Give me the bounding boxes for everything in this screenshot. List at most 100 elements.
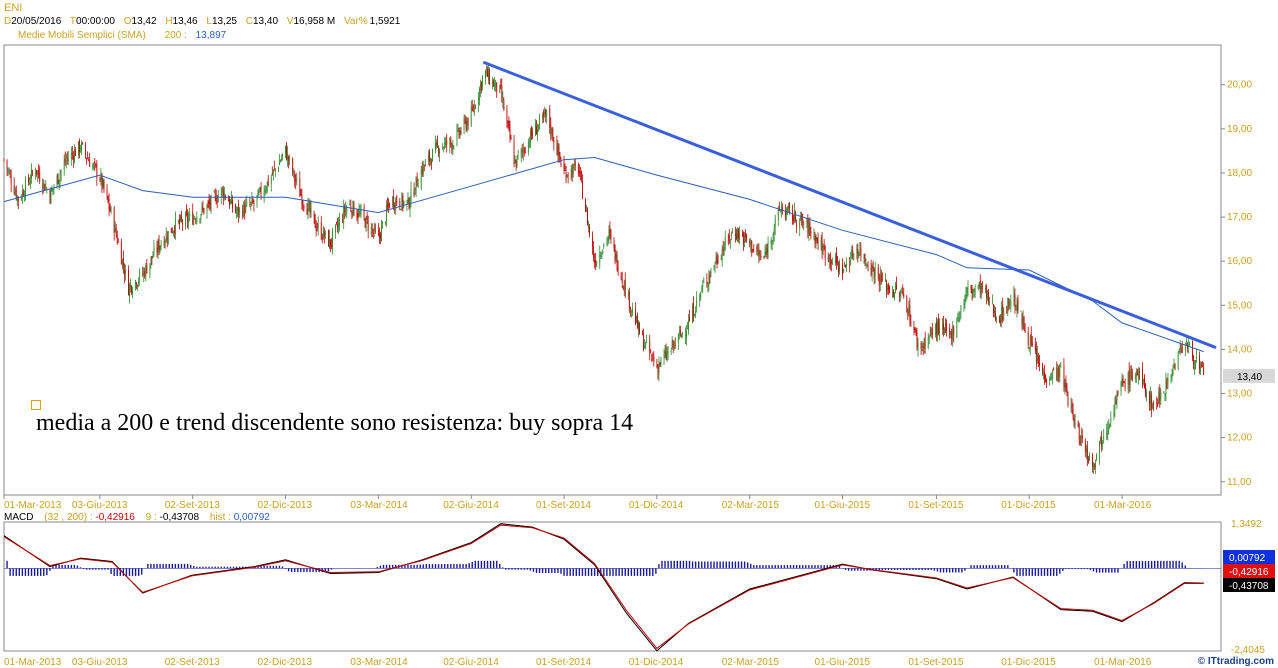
candle-body — [466, 121, 468, 131]
candle-body — [1064, 383, 1066, 388]
annotation-text: media a 200 e trend discendente sono res… — [36, 410, 634, 436]
var-value: 1,5921 — [369, 16, 401, 27]
candle-body — [731, 233, 733, 234]
candle-body — [878, 276, 880, 286]
candle-body — [164, 241, 166, 244]
macd-date-tick-label: 01-Giu-2015 — [815, 657, 871, 668]
candle-body — [360, 209, 362, 214]
candle-body — [89, 159, 91, 167]
candle-body — [1006, 305, 1008, 313]
candle-body — [351, 211, 353, 216]
candle-body — [382, 221, 383, 224]
candle-body — [207, 202, 209, 204]
candle-body — [1174, 364, 1176, 369]
price-y-tick-label: 15,00 — [1227, 300, 1252, 311]
candle-body — [586, 210, 587, 211]
candle-body — [331, 244, 332, 246]
candle-body — [6, 159, 8, 170]
candle-body — [17, 196, 19, 202]
candle-body — [430, 158, 431, 163]
candle-body — [614, 244, 616, 261]
date-tick-label: 02-Mar-2015 — [722, 500, 780, 511]
candle-body — [560, 162, 562, 166]
candle-body — [777, 207, 779, 221]
macd-date-tick-label: 03-Giu-2013 — [72, 657, 128, 668]
candle-body — [692, 306, 693, 323]
candle-body — [332, 231, 333, 248]
candle-body — [756, 245, 758, 252]
candle-body — [587, 208, 588, 226]
candle-body — [896, 284, 898, 290]
candle-body — [721, 249, 723, 259]
candle-body — [527, 140, 529, 153]
candle-body — [124, 269, 126, 274]
candle-body — [960, 305, 962, 314]
candle-body — [660, 357, 662, 365]
candle-body — [158, 239, 160, 251]
candle-body — [550, 124, 552, 135]
macd-date-tick-label: 01-Set-2015 — [908, 657, 963, 668]
candle-body — [1184, 347, 1186, 351]
price-y-tick-label: 17,00 — [1227, 212, 1252, 223]
candle-body — [737, 229, 738, 239]
candle-body — [132, 290, 133, 294]
candle-body — [310, 207, 312, 214]
candle-body — [95, 163, 97, 167]
candle-body — [173, 230, 175, 234]
candle-body — [75, 149, 76, 156]
candle-body — [196, 216, 198, 224]
candle-body — [1046, 379, 1047, 383]
candle-body — [21, 190, 23, 199]
candle-body — [828, 255, 830, 262]
candle-body — [288, 156, 290, 162]
high-value: 13,46 — [172, 16, 198, 27]
candle-body — [889, 287, 890, 294]
date-tick-label: 03-Mar-2014 — [350, 500, 408, 511]
candle-body — [645, 341, 647, 348]
candle-body — [144, 270, 146, 277]
macd-hist-tag-label: 0,00792 — [1229, 553, 1266, 564]
candle-body — [1128, 369, 1130, 386]
macd-date-tick-label: 02-Set-2013 — [165, 657, 220, 668]
candle-body — [899, 292, 901, 297]
candle-body — [1057, 368, 1059, 382]
candle-body — [971, 286, 973, 294]
macd-date-tick-label: 01-Set-2014 — [536, 657, 591, 668]
candle-body — [101, 173, 103, 188]
candle-body — [781, 206, 783, 211]
candle-body — [367, 221, 369, 232]
candle-body — [639, 323, 640, 335]
candle-body — [1010, 301, 1012, 306]
candle-body — [557, 146, 559, 155]
candle-body — [1066, 387, 1068, 394]
candle-body — [1187, 345, 1189, 347]
candle-body — [688, 320, 689, 331]
signal-key: 9 : — [145, 512, 157, 523]
candle-body — [36, 169, 38, 175]
candle-body — [558, 144, 560, 156]
candle-body — [672, 340, 674, 348]
macd-signal-line — [3, 524, 1204, 650]
candle-body — [730, 232, 732, 236]
candle-body — [159, 245, 161, 250]
low-value: 13,25 — [211, 16, 237, 27]
candle-body — [930, 328, 932, 336]
candle-body — [796, 222, 798, 227]
candle-body — [396, 196, 398, 204]
candle-body — [380, 234, 381, 239]
candle-body — [415, 176, 417, 191]
candle-body — [831, 261, 833, 265]
macd-axis-top-label: 1,3492 — [1231, 519, 1262, 530]
candle-body — [965, 294, 967, 297]
candle-body — [542, 114, 544, 120]
candle-body — [1144, 377, 1145, 388]
candle-body — [274, 168, 276, 170]
candle-body — [1031, 342, 1033, 346]
sma-legend: Medie Mobili Semplici (SMA) 200 : 13,897 — [18, 30, 232, 42]
candle-body — [674, 345, 676, 346]
candle-body — [464, 119, 466, 121]
candle-body — [138, 281, 140, 284]
candle-body — [102, 180, 104, 187]
candle-body — [366, 215, 368, 220]
candle-body — [1137, 372, 1139, 379]
